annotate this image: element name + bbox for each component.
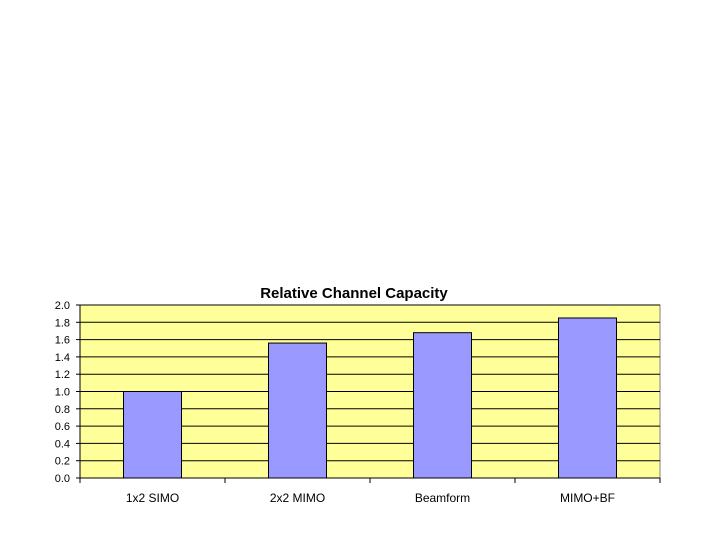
x-tick-label: 1x2 SIMO — [126, 491, 179, 505]
y-tick-label: 1.4 — [55, 352, 70, 364]
x-tick-label: MIMO+BF — [560, 491, 615, 505]
y-tick-label: 1.6 — [55, 335, 70, 347]
bar — [268, 342, 327, 479]
bar — [413, 332, 472, 479]
x-tick-label: Beamform — [415, 491, 470, 505]
y-tick-label: 0.2 — [55, 456, 70, 468]
y-tick-label: 1.2 — [55, 369, 70, 381]
chart-title: Relative Channel Capacity — [260, 285, 448, 302]
y-tick-label: 0.6 — [55, 421, 70, 433]
plot-area: 0.0 0.2 0.4 0.6 0.8 1.0 1.2 1.4 1.6 1.8 2.0 1x2 SIM… — [55, 300, 661, 505]
y-tick-label: 0.0 — [55, 473, 70, 485]
y-tick-label: 0.4 — [55, 438, 70, 450]
y-tick-label: 0.8 — [55, 404, 70, 416]
y-tick-label: 2.0 — [55, 300, 70, 312]
bar — [558, 317, 617, 479]
y-tick-label: 1.8 — [55, 317, 70, 329]
bar — [123, 391, 182, 479]
x-tick-label: 2x2 MIMO — [270, 491, 325, 505]
y-tick-label: 1.0 — [55, 387, 70, 399]
